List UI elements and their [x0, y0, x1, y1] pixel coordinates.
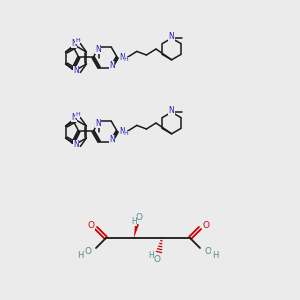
- Text: O: O: [154, 254, 160, 263]
- Text: N: N: [169, 32, 175, 41]
- Text: H: H: [77, 250, 83, 260]
- Text: H: H: [148, 250, 154, 260]
- Text: H: H: [131, 217, 137, 226]
- Text: N: N: [169, 106, 175, 115]
- Text: O: O: [85, 248, 92, 256]
- Text: H: H: [212, 250, 218, 260]
- Text: N: N: [109, 61, 115, 70]
- Text: O: O: [136, 212, 142, 221]
- Text: H: H: [75, 112, 80, 118]
- Text: N: N: [95, 44, 101, 53]
- Text: O: O: [205, 248, 212, 256]
- Text: O: O: [202, 220, 209, 230]
- Text: N: N: [95, 118, 101, 127]
- Text: H: H: [124, 57, 129, 62]
- Text: N: N: [119, 127, 125, 136]
- Text: N: N: [73, 66, 79, 75]
- Text: N: N: [109, 135, 115, 144]
- Text: O: O: [88, 220, 94, 230]
- Text: N: N: [71, 113, 77, 122]
- Text: H: H: [124, 131, 129, 136]
- Text: H: H: [75, 38, 80, 43]
- Text: N: N: [71, 39, 77, 48]
- Text: N: N: [73, 140, 79, 149]
- Polygon shape: [134, 224, 139, 238]
- Text: N: N: [119, 53, 125, 62]
